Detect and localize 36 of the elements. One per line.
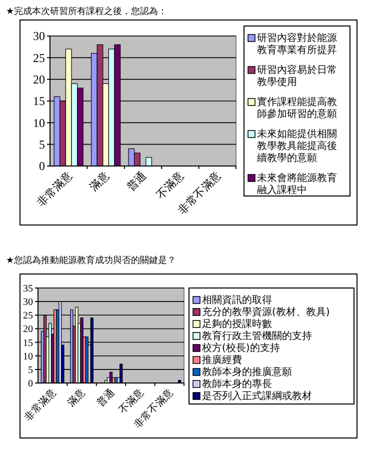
x-tick-label: 滿意 [65, 386, 88, 410]
legend-label: 足夠的授課時數 [202, 318, 272, 330]
legend-label: 充分的教學資源(教材、教具) [202, 306, 330, 318]
x-tick-label: 非常滿意 [22, 386, 59, 424]
x-tick-label: 滿意 [87, 168, 112, 194]
x-tick-label: 普通 [124, 168, 150, 194]
y-tick-label: 0 [28, 378, 33, 390]
x-tick-label: 普通 [94, 386, 118, 410]
legend-label: 教師本身的推廣意願 [202, 366, 292, 378]
chart-title: ★完成本次研習所有課程之後，您認為： [6, 6, 168, 17]
legend-label: 研習內容易於日常教學使用 [257, 64, 337, 88]
y-tick-label: 25 [23, 310, 33, 322]
y-tick-label: 5 [28, 364, 33, 376]
chart-title: ★您認為推動能源教育成功與否的關鍵是？ [6, 255, 176, 266]
legend-label: 是否列入正式課綱或教材 [202, 390, 312, 402]
legend-label: 未來如能提供相關教學教具能提高後續教學的意願 [256, 128, 337, 164]
y-tick-label: 30 [33, 29, 45, 44]
y-tick-label: 20 [23, 324, 33, 336]
legend-label: 教師本身的專長 [202, 378, 272, 390]
y-tick-label: 10 [23, 351, 33, 362]
y-tick-label: 30 [23, 297, 33, 308]
y-tick-label: 10 [33, 116, 45, 130]
legend-label: 實作課程能提高教師參加研習的意願 [257, 96, 337, 120]
y-tick-label: 20 [33, 72, 45, 87]
x-tick-label: 不滿意 [154, 168, 186, 202]
legend-label: 教育行政主管機關的支持 [202, 330, 312, 342]
y-tick-label: 25 [33, 50, 45, 65]
y-tick-label: 5 [39, 138, 45, 152]
legend-label: 推廣經費 [202, 354, 242, 366]
legend-label: 研習內容對於能源教育專業有所提昇 [257, 32, 337, 56]
legend-label: 校方(校長)的支持 [201, 342, 280, 354]
legend-label: 相關資訊的取得 [202, 294, 272, 306]
y-tick-label: 15 [33, 94, 45, 108]
y-tick-label: 15 [23, 338, 33, 349]
y-tick-label: 35 [23, 284, 33, 294]
legend-label: 未來會將能源教育融入課程中 [257, 172, 337, 196]
